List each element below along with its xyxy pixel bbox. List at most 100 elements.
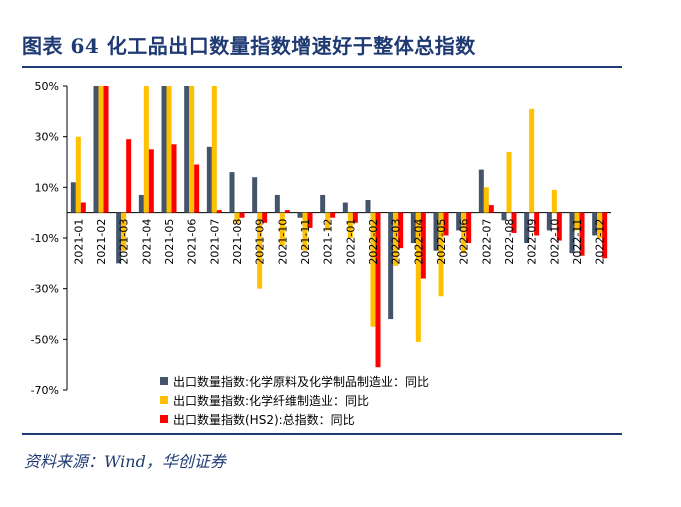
bar-series-1 [206, 146, 212, 213]
bar-series-2 [279, 212, 285, 246]
bar-series-1 [138, 194, 144, 213]
bar-series-3 [375, 212, 381, 368]
legend-swatch-1 [160, 377, 168, 385]
x-tick-label: 2021-06 [186, 219, 199, 265]
bar-series-2 [370, 212, 376, 327]
bar-series-2 [325, 212, 331, 231]
bar-series-1 [410, 212, 416, 244]
bar-series-2 [189, 86, 195, 213]
bar-series-1 [524, 212, 530, 244]
bar-series-3 [466, 212, 472, 244]
x-tick-label: 2021-01 [72, 219, 85, 265]
bar-series-2 [461, 212, 467, 254]
x-tick-label: 2022-11 [571, 219, 584, 265]
chart-axes: -70% -50% -30% -10% 10% 30% 50% [31, 80, 611, 397]
bar-series-3 [579, 212, 585, 256]
bar-series-1 [365, 200, 371, 213]
bar-series-2 [438, 212, 444, 297]
x-tick-label: 2021-12 [322, 219, 335, 265]
source-note: 资料来源：Wind，华创证券 [24, 452, 226, 471]
bar-series-1 [297, 212, 303, 218]
legend-label-3: 出口数量指数(HS2):总指数：同比 [173, 412, 355, 427]
x-tick-label: 2022-01 [344, 219, 357, 265]
y-tick-label: -30% [31, 283, 59, 296]
bar-series-2 [121, 212, 127, 251]
bar-series-2 [98, 86, 104, 213]
bar-series-3 [511, 212, 517, 233]
bar-series-3 [443, 212, 449, 236]
bar-series-3 [488, 205, 494, 213]
x-tick-label: 2021-10 [276, 219, 289, 265]
legend-label-2: 出口数量指数:化学纤维制造业：同比 [173, 393, 369, 408]
bar-series-3 [239, 212, 245, 218]
x-tick-label: 2022-05 [435, 219, 448, 265]
x-tick-label: 2022-12 [594, 219, 607, 265]
y-tick-label: 30% [35, 131, 59, 144]
legend-swatch-2 [160, 396, 168, 404]
bar-series-3 [284, 210, 290, 213]
bar-series-1 [252, 177, 258, 213]
bar-series-2 [597, 212, 603, 238]
x-tick-label: 2021-04 [140, 219, 153, 265]
x-tick-label: 2022-09 [526, 219, 539, 265]
bar-series-3 [148, 149, 154, 213]
bar-series-1 [388, 212, 394, 320]
bar-series-3 [194, 164, 200, 213]
bar-series-2 [529, 108, 535, 213]
bar-series-1 [161, 86, 167, 213]
bar-series-3 [330, 212, 336, 218]
bar-series-3 [262, 212, 268, 223]
bar-series-1 [274, 194, 280, 213]
bar-series-1 [478, 169, 484, 213]
x-axis-labels: 2021-01 2021-02 2021-03 2021-04 2021-05 2021-… [72, 219, 606, 265]
bar-series-2 [75, 136, 81, 213]
bar-series-2 [302, 212, 308, 251]
legend-swatch-3 [160, 415, 168, 423]
title-divider [22, 66, 622, 68]
x-tick-label: 2021-09 [254, 219, 267, 265]
x-tick-label: 2022-06 [458, 219, 471, 265]
bar-series-1 [342, 202, 348, 213]
bar-series-3 [352, 212, 358, 223]
bar-series-1 [501, 212, 507, 221]
bar-series-1 [93, 86, 99, 213]
chart-legend: 出口数量指数:化学原料及化学制品制造业：同比出口数量指数:化学纤维制造业：同比出… [160, 374, 429, 427]
bar-series-1 [433, 212, 439, 251]
bar-series-2 [393, 212, 399, 266]
bar-series-3 [126, 139, 132, 213]
x-tick-label: 2022-03 [390, 219, 403, 265]
x-tick-label: 2022-10 [548, 219, 561, 265]
bar-series-3 [420, 212, 426, 279]
bar-series-1 [116, 212, 122, 264]
x-tick-label: 2022-04 [412, 219, 425, 265]
bar-series-1 [546, 212, 552, 231]
bar-series-2 [143, 86, 149, 213]
bar-series-2 [415, 212, 421, 342]
bar-series-2 [551, 189, 557, 213]
bar-series-3 [103, 86, 109, 213]
y-tick-label: 10% [35, 181, 59, 194]
bar-series-2 [211, 86, 217, 213]
x-tick-label: 2021-05 [163, 219, 176, 265]
x-tick-label: 2021-07 [208, 219, 221, 265]
y-tick-label: -10% [31, 232, 59, 245]
chart-bars [70, 86, 608, 368]
bar-series-2 [483, 187, 489, 213]
legend-label-1: 出口数量指数:化学原料及化学制品制造业：同比 [173, 374, 429, 389]
bar-series-3 [80, 202, 86, 213]
bar-series-3 [171, 144, 177, 213]
bar-series-2 [257, 212, 263, 289]
y-tick-label: 50% [35, 80, 59, 93]
x-tick-label: 2022-02 [367, 219, 380, 265]
bar-series-2 [347, 212, 353, 238]
bar-series-3 [216, 210, 222, 213]
bar-series-3 [556, 212, 562, 241]
bar-series-2 [166, 86, 172, 213]
y-tick-label: -70% [31, 384, 59, 397]
bar-series-2 [234, 212, 240, 223]
x-tick-label: 2021-03 [118, 219, 131, 265]
bar-series-3 [398, 212, 404, 249]
bar-series-1 [569, 212, 575, 254]
bar-series-3 [602, 212, 608, 259]
